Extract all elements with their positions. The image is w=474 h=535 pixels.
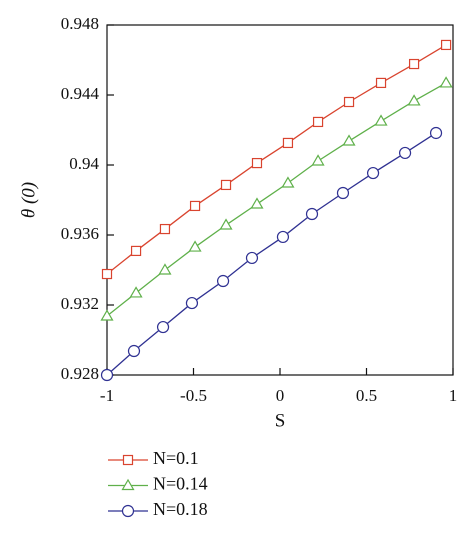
y-tick-label: 0.948 — [61, 14, 99, 33]
marker — [366, 166, 380, 180]
marker — [189, 200, 201, 212]
marker — [440, 39, 452, 51]
y-tick-label: 0.944 — [61, 84, 100, 103]
y-axis-label: θ (0) — [18, 182, 39, 218]
marker — [305, 207, 319, 221]
series-line — [106, 132, 437, 376]
legend-label: N=0.1 — [153, 448, 199, 468]
marker — [130, 245, 142, 257]
marker — [216, 274, 230, 288]
marker — [439, 76, 453, 88]
marker — [336, 186, 350, 200]
marker — [407, 94, 421, 106]
x-tick-label: 0 — [276, 386, 285, 405]
marker — [127, 344, 141, 358]
legend-label: N=0.18 — [153, 499, 208, 519]
marker — [122, 454, 134, 466]
marker — [245, 251, 259, 265]
marker — [220, 179, 232, 191]
marker — [311, 154, 325, 166]
marker — [312, 116, 324, 128]
marker — [100, 309, 114, 321]
marker — [156, 320, 170, 334]
marker — [121, 478, 135, 491]
marker — [281, 176, 295, 188]
marker — [408, 58, 420, 70]
marker — [429, 126, 443, 140]
marker — [251, 157, 263, 169]
x-tick-label: -1 — [100, 386, 114, 405]
marker — [158, 263, 172, 275]
x-tick-label: 1 — [449, 386, 458, 405]
marker — [375, 77, 387, 89]
x-tick-label: 0.5 — [356, 386, 377, 405]
plot-frame — [106, 24, 454, 376]
marker — [276, 230, 290, 244]
marker — [398, 146, 412, 160]
legend-label: N=0.14 — [153, 474, 208, 494]
y-tick-label: 0.94 — [69, 154, 99, 173]
marker — [374, 114, 388, 126]
x-axis-label: S — [275, 410, 286, 431]
marker — [343, 96, 355, 108]
marker — [185, 296, 199, 310]
marker — [159, 223, 171, 235]
x-tick-label: -0.5 — [180, 386, 207, 405]
marker — [282, 137, 294, 149]
marker — [250, 197, 264, 209]
marker — [101, 268, 113, 280]
marker — [219, 218, 233, 230]
y-tick-label: 0.932 — [61, 294, 99, 313]
y-tick-label: 0.928 — [61, 364, 99, 383]
marker — [129, 286, 143, 298]
series-line — [106, 82, 447, 317]
marker — [100, 368, 114, 382]
y-tick-label: 0.936 — [61, 224, 99, 243]
marker — [188, 240, 202, 252]
marker — [121, 504, 135, 518]
marker — [342, 134, 356, 146]
